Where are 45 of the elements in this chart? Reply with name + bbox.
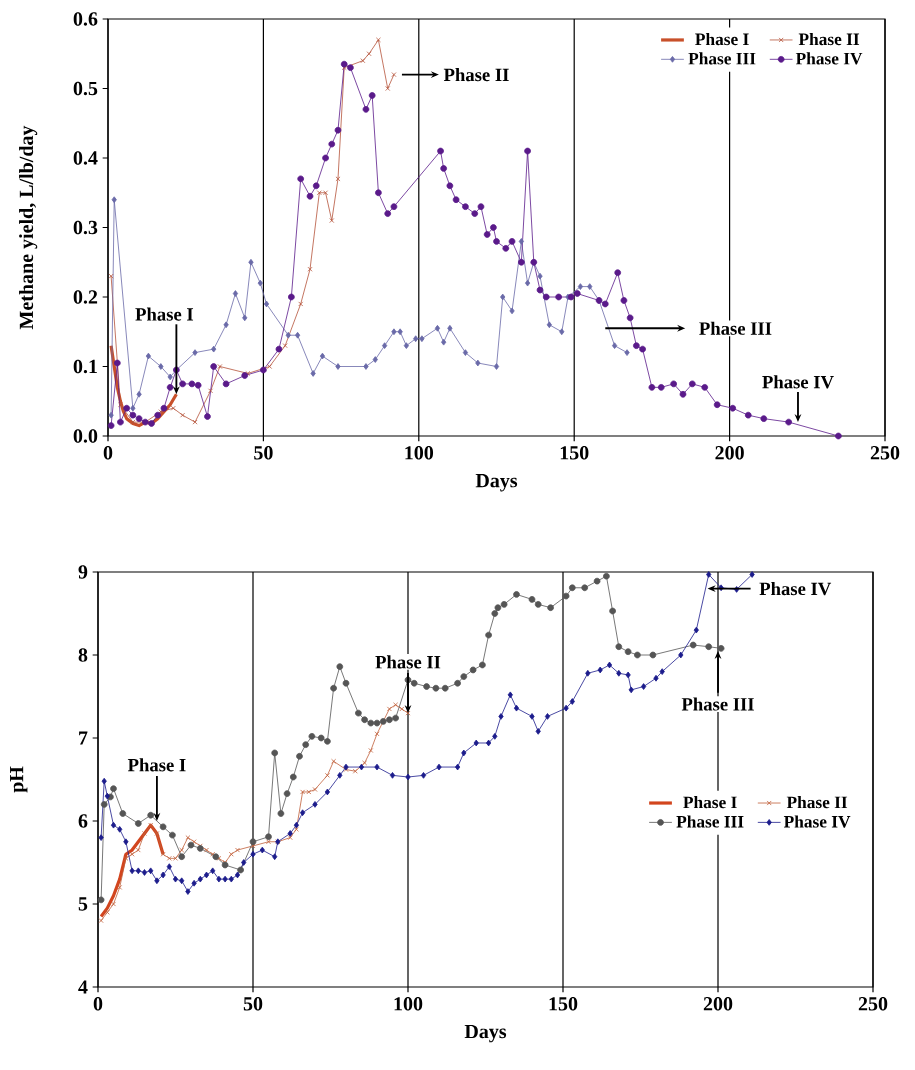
annotation: Phase I: [135, 307, 194, 321]
x-tick-label: 200: [715, 446, 744, 460]
y-axis-title: pH: [10, 766, 28, 793]
x-tick-label: 0: [103, 446, 113, 460]
x-tick-label: 50: [243, 997, 263, 1011]
x-axis-title: Days: [475, 474, 518, 492]
y-tick-label: 6: [78, 814, 88, 828]
annotation: Phase IV: [762, 375, 834, 389]
y-axis-title: Methane yield, L/lb/day: [19, 125, 38, 330]
y-tick-label: 0.0: [73, 429, 98, 443]
y-tick-label: 0.5: [73, 81, 98, 96]
y-tick-label: 9: [78, 565, 88, 579]
x-tick-label: 100: [405, 446, 434, 460]
x-tick-label: 150: [549, 997, 578, 1011]
y-tick-label: 5: [78, 897, 88, 911]
x-tick-label: 250: [858, 997, 888, 1011]
x-tick-label: 0: [93, 997, 103, 1011]
x-tick-label: 150: [560, 446, 589, 460]
legend-label: Phase I: [683, 796, 737, 809]
y-tick-label: 8: [78, 648, 88, 662]
annotation: Phase III: [699, 321, 772, 335]
legend-label: Phase I: [695, 32, 749, 46]
annotation: Phase I: [127, 758, 186, 772]
x-tick-label: 200: [703, 997, 733, 1011]
legend-label: Phase IV: [795, 52, 863, 65]
y-tick-label: 0.1: [73, 359, 97, 374]
legend-label: Phase II: [786, 796, 848, 809]
y-tick-label: 0.2: [73, 290, 98, 304]
annotation: Phase II: [375, 655, 441, 669]
annotation: Phase III: [681, 697, 754, 711]
y-tick-label: 0.6: [73, 12, 98, 26]
x-tick-label: 100: [394, 997, 423, 1011]
legend-label: Phase II: [798, 32, 860, 46]
legend-label: Phase IV: [783, 815, 851, 828]
y-tick-label: 4: [78, 980, 88, 994]
annotation: Phase II: [443, 68, 509, 82]
legend-label: Phase III: [688, 52, 756, 65]
annotation: Phase IV: [759, 581, 832, 596]
legend-label: Phase III: [676, 815, 744, 828]
y-tick-label: 0.3: [73, 220, 98, 235]
x-tick-label: 50: [254, 446, 273, 460]
y-tick-label: 7: [79, 731, 88, 745]
y-tick-label: 0.4: [73, 151, 98, 165]
x-tick-label: 250: [870, 446, 900, 460]
x-axis-title: Days: [464, 1024, 507, 1043]
